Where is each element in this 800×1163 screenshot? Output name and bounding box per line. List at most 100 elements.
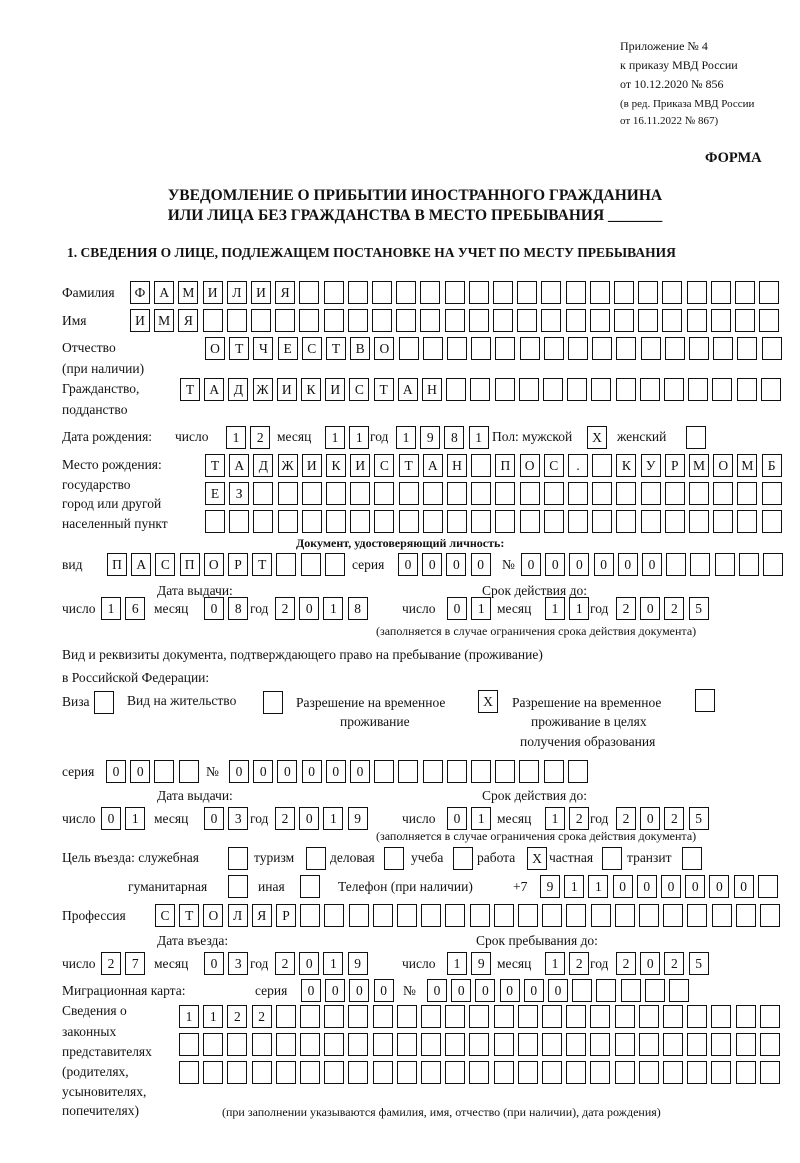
char-cell[interactable]: 0 (204, 952, 224, 975)
char-cell[interactable]: 2 (664, 807, 685, 830)
char-cell[interactable] (689, 482, 709, 505)
char-cell[interactable] (542, 1005, 562, 1028)
char-cell[interactable] (324, 553, 345, 576)
char-cell[interactable] (592, 482, 613, 505)
char-cell[interactable] (737, 510, 758, 533)
char-cell[interactable]: С (349, 378, 370, 401)
char-cell[interactable]: В (350, 337, 371, 360)
char-cell[interactable]: 0 (470, 553, 491, 576)
char-cell[interactable] (471, 760, 491, 783)
char-cell[interactable]: 0 (548, 979, 568, 1002)
char-cell[interactable] (326, 510, 346, 533)
char-cell[interactable] (614, 1033, 635, 1056)
char-cell[interactable]: 1 (564, 875, 585, 898)
char-cell[interactable] (761, 337, 782, 360)
char-cell[interactable]: И (202, 281, 223, 304)
char-cell[interactable]: И (130, 309, 150, 332)
char-cell[interactable]: 0 (640, 597, 661, 620)
char-cell[interactable] (471, 510, 492, 533)
char-cell[interactable]: А (131, 553, 152, 576)
char-cell[interactable]: 2 (664, 597, 685, 620)
char-cell[interactable] (446, 760, 467, 783)
checkbox-cell[interactable] (686, 426, 706, 449)
char-cell[interactable] (759, 1033, 780, 1056)
char-cell[interactable]: 0 (349, 979, 370, 1002)
char-cell[interactable]: К (616, 454, 637, 477)
char-cell[interactable]: 2 (569, 807, 590, 830)
char-cell[interactable] (301, 510, 322, 533)
char-cell[interactable] (299, 281, 320, 304)
char-cell[interactable]: 2 (664, 952, 685, 975)
char-cell[interactable] (372, 1061, 393, 1084)
char-cell[interactable] (445, 1061, 466, 1084)
char-cell[interactable]: 3 (228, 807, 249, 830)
char-cell[interactable]: Ч (253, 337, 274, 360)
char-cell[interactable] (154, 760, 175, 783)
char-cell[interactable] (690, 553, 711, 576)
char-cell[interactable]: 0 (446, 553, 467, 576)
checkbox-cell[interactable] (306, 847, 326, 870)
char-cell[interactable] (664, 337, 685, 360)
char-cell[interactable] (689, 337, 709, 360)
char-cell[interactable] (495, 760, 516, 783)
char-cell[interactable] (710, 281, 731, 304)
char-cell[interactable]: М (178, 281, 199, 304)
char-cell[interactable]: З (229, 482, 250, 505)
char-cell[interactable] (396, 281, 417, 304)
char-cell[interactable]: 0 (277, 760, 298, 783)
char-cell[interactable]: 1 (569, 597, 590, 620)
char-cell[interactable] (229, 510, 250, 533)
checkbox-cell[interactable]: X (527, 847, 547, 870)
char-cell[interactable]: Н (447, 454, 467, 477)
char-cell[interactable]: 0 (640, 807, 661, 830)
char-cell[interactable]: 0 (301, 979, 321, 1002)
char-cell[interactable] (663, 1005, 683, 1028)
char-cell[interactable] (323, 281, 344, 304)
char-cell[interactable] (663, 1061, 683, 1084)
char-cell[interactable] (713, 337, 734, 360)
char-cell[interactable] (759, 1061, 780, 1084)
char-cell[interactable] (276, 553, 297, 576)
char-cell[interactable] (447, 337, 467, 360)
checkbox-cell[interactable] (384, 847, 404, 870)
char-cell[interactable] (447, 510, 467, 533)
char-cell[interactable] (735, 309, 755, 332)
checkbox-cell[interactable] (94, 691, 114, 714)
char-cell[interactable] (519, 760, 540, 783)
char-cell[interactable]: Б (761, 454, 782, 477)
char-cell[interactable] (421, 1061, 441, 1084)
char-cell[interactable]: 9 (471, 952, 492, 975)
char-cell[interactable]: 2 (227, 1005, 248, 1028)
char-cell[interactable] (735, 281, 755, 304)
char-cell[interactable] (203, 1061, 224, 1084)
char-cell[interactable] (760, 378, 781, 401)
char-cell[interactable]: 0 (642, 553, 662, 576)
char-cell[interactable] (519, 510, 540, 533)
char-cell[interactable] (590, 1033, 611, 1056)
char-cell[interactable]: 0 (204, 597, 224, 620)
char-cell[interactable]: Р (664, 454, 685, 477)
char-cell[interactable]: 8 (444, 426, 465, 449)
char-cell[interactable] (567, 378, 588, 401)
char-cell[interactable] (567, 760, 588, 783)
char-cell[interactable] (493, 1061, 514, 1084)
char-cell[interactable] (494, 378, 515, 401)
char-cell[interactable]: Л (226, 281, 247, 304)
char-cell[interactable]: И (301, 454, 322, 477)
char-cell[interactable] (420, 309, 441, 332)
char-cell[interactable] (541, 309, 562, 332)
char-cell[interactable] (590, 904, 611, 927)
char-cell[interactable]: 9 (347, 807, 368, 830)
char-cell[interactable] (372, 904, 393, 927)
char-cell[interactable] (640, 337, 661, 360)
char-cell[interactable] (495, 337, 516, 360)
char-cell[interactable]: Ж (277, 454, 298, 477)
char-cell[interactable] (662, 281, 683, 304)
char-cell[interactable]: 2 (616, 952, 636, 975)
char-cell[interactable]: 9 (347, 952, 368, 975)
char-cell[interactable] (493, 309, 513, 332)
char-cell[interactable]: 1 (323, 952, 344, 975)
char-cell[interactable]: 1 (588, 875, 609, 898)
char-cell[interactable]: 0 (325, 760, 346, 783)
char-cell[interactable]: 0 (521, 553, 541, 576)
